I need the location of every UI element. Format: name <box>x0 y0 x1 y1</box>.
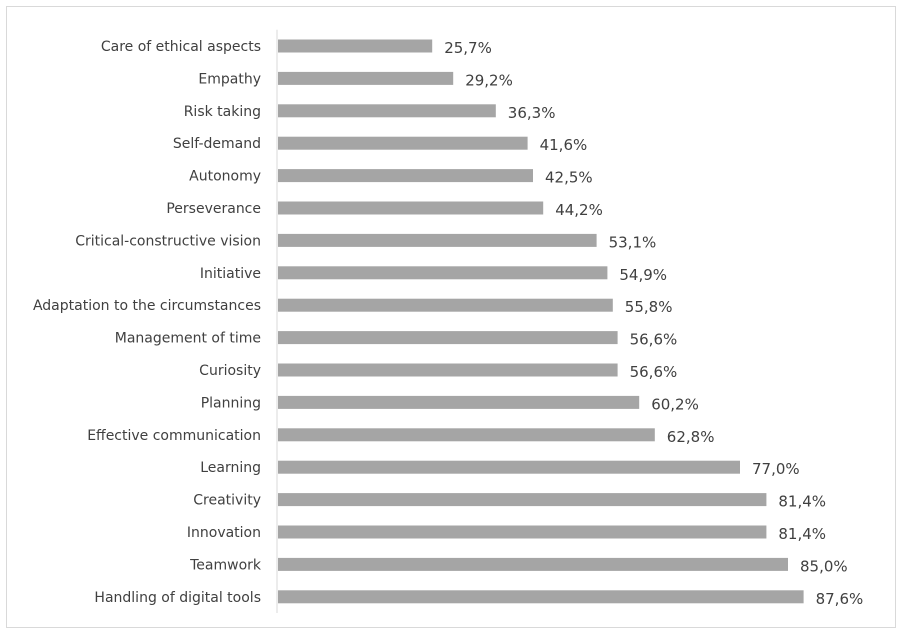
data-label: 81,4% <box>778 525 826 543</box>
bar <box>278 298 613 312</box>
category-label: Risk taking <box>184 104 261 120</box>
bar <box>278 233 597 247</box>
bar <box>278 104 496 118</box>
category-label: Learning <box>200 460 261 476</box>
category-label: Critical-constructive vision <box>75 233 261 249</box>
bar <box>278 557 788 571</box>
category-label: Planning <box>201 395 261 411</box>
category-label: Autonomy <box>189 169 261 185</box>
data-label: 55,8% <box>625 298 673 316</box>
bar <box>278 428 655 442</box>
data-label: 85,0% <box>800 557 848 575</box>
category-label: Initiative <box>200 266 261 282</box>
data-label: 29,2% <box>465 71 513 89</box>
category-label: Self-demand <box>173 136 261 152</box>
bar <box>278 39 433 53</box>
data-label: 41,6% <box>540 136 588 154</box>
bar <box>278 136 528 150</box>
data-label: 56,6% <box>630 363 678 381</box>
category-label: Handling of digital tools <box>94 590 261 606</box>
bar <box>278 331 618 345</box>
data-label: 44,2% <box>555 201 603 219</box>
bar <box>278 590 804 604</box>
data-label: 60,2% <box>651 395 699 413</box>
bar <box>278 395 640 409</box>
category-label: Care of ethical aspects <box>101 39 261 55</box>
data-label: 81,4% <box>778 493 826 511</box>
data-label: 62,8% <box>667 428 715 446</box>
bar <box>278 460 740 474</box>
bar <box>278 169 533 183</box>
category-label: Curiosity <box>199 363 261 379</box>
data-label: 56,6% <box>630 331 678 349</box>
bar <box>278 71 454 85</box>
category-label: Empathy <box>198 71 261 87</box>
data-label: 25,7% <box>444 39 492 57</box>
category-label: Management of time <box>115 331 261 347</box>
category-label: Teamwork <box>189 557 262 573</box>
bar <box>278 266 608 280</box>
category-label: Innovation <box>187 525 261 541</box>
category-label: Perseverance <box>166 201 261 217</box>
data-label: 54,9% <box>619 266 667 284</box>
bar <box>278 525 767 539</box>
bar <box>278 363 618 377</box>
category-label: Adaptation to the circumstances <box>33 298 261 314</box>
category-label: Effective communication <box>87 428 261 444</box>
data-label: 36,3% <box>508 104 556 122</box>
category-label: Creativity <box>193 493 261 509</box>
data-label: 77,0% <box>752 460 800 478</box>
data-label: 53,1% <box>609 233 657 251</box>
data-label: 42,5% <box>545 169 593 187</box>
bar <box>278 493 767 507</box>
data-label: 87,6% <box>816 590 864 608</box>
bar <box>278 201 544 215</box>
